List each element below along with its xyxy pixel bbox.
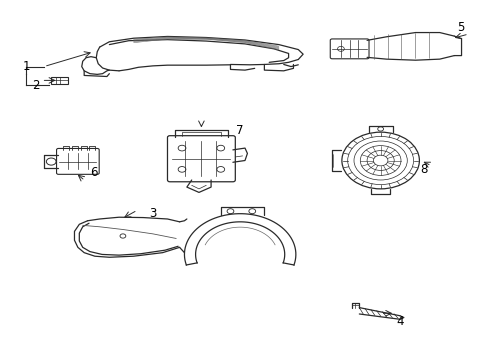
Text: 6: 6 [90,166,98,179]
Text: 2: 2 [32,78,40,91]
FancyBboxPatch shape [56,148,99,174]
Text: 3: 3 [149,207,157,220]
FancyBboxPatch shape [168,136,235,182]
FancyBboxPatch shape [330,39,369,59]
Text: 1: 1 [22,60,30,73]
Text: 7: 7 [236,124,244,137]
Bar [51,77,68,84]
Text: 4: 4 [396,315,404,328]
Text: 8: 8 [420,163,428,176]
Text: 5: 5 [457,21,464,34]
